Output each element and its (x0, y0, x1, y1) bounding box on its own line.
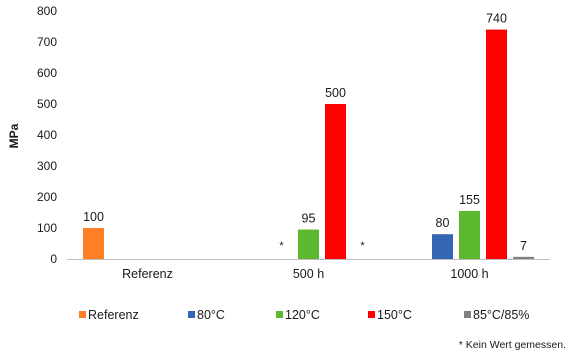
not-measured-mark: * (360, 240, 365, 252)
bars-group: 100 95 500 80 155 740 7 * * (83, 12, 534, 259)
bar (83, 228, 104, 259)
legend: Referenz 80°C 120°C 150°C 85°C/85% (79, 308, 529, 322)
data-label: 155 (459, 193, 480, 207)
bar (513, 256, 534, 259)
data-label: 500 (325, 86, 346, 100)
legend-swatch (368, 311, 375, 318)
y-tick-label: 500 (37, 97, 57, 111)
y-axis-ticks: 0 100 200 300 400 500 600 700 800 (37, 4, 57, 266)
footnote: * Kein Wert gemessen. (458, 339, 566, 351)
legend-label: 150°C (377, 308, 412, 322)
y-tick-label: 700 (37, 35, 57, 49)
data-label: 95 (302, 212, 316, 226)
data-label: 100 (83, 210, 104, 224)
bar (325, 104, 346, 259)
legend-swatch (79, 311, 86, 318)
y-axis-label: MPa (7, 123, 21, 148)
legend-label: 80°C (197, 308, 225, 322)
bar (432, 234, 453, 259)
bar (486, 29, 507, 259)
bar (298, 229, 319, 259)
y-tick-label: 800 (37, 4, 57, 18)
x-category-label: 1000 h (450, 267, 488, 281)
y-tick-label: 400 (37, 128, 57, 142)
legend-swatch (464, 311, 471, 318)
y-tick-label: 600 (37, 66, 57, 80)
data-label: 80 (436, 216, 450, 230)
not-measured-mark: * (279, 240, 284, 252)
y-tick-label: 300 (37, 159, 57, 173)
x-category-label: Referenz (122, 267, 173, 281)
legend-swatch (276, 311, 283, 318)
bar (459, 210, 480, 259)
legend-label: 85°C/85% (473, 308, 529, 322)
y-tick-label: 200 (37, 190, 57, 204)
x-category-label: 500 h (293, 267, 324, 281)
y-tick-label: 100 (37, 221, 57, 235)
y-tick-label: 0 (50, 252, 57, 266)
legend-label: Referenz (88, 308, 139, 322)
x-axis-categories: Referenz 500 h 1000 h (122, 267, 489, 281)
data-label: 7 (520, 239, 527, 253)
data-label: 740 (486, 12, 507, 26)
legend-label: 120°C (285, 308, 320, 322)
legend-swatch (188, 311, 195, 318)
